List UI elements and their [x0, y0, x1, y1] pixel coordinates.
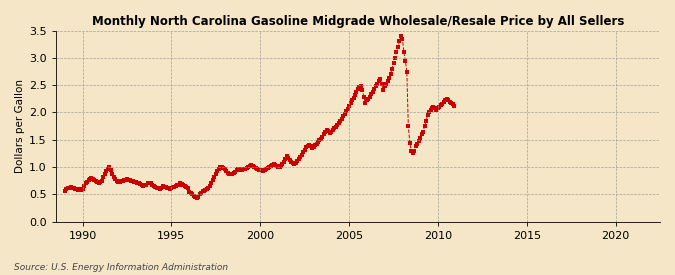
Y-axis label: Dollars per Gallon: Dollars per Gallon	[15, 79, 25, 173]
Text: Source: U.S. Energy Information Administration: Source: U.S. Energy Information Administ…	[14, 263, 227, 272]
Title: Monthly North Carolina Gasoline Midgrade Wholesale/Resale Price by All Sellers: Monthly North Carolina Gasoline Midgrade…	[92, 15, 624, 28]
